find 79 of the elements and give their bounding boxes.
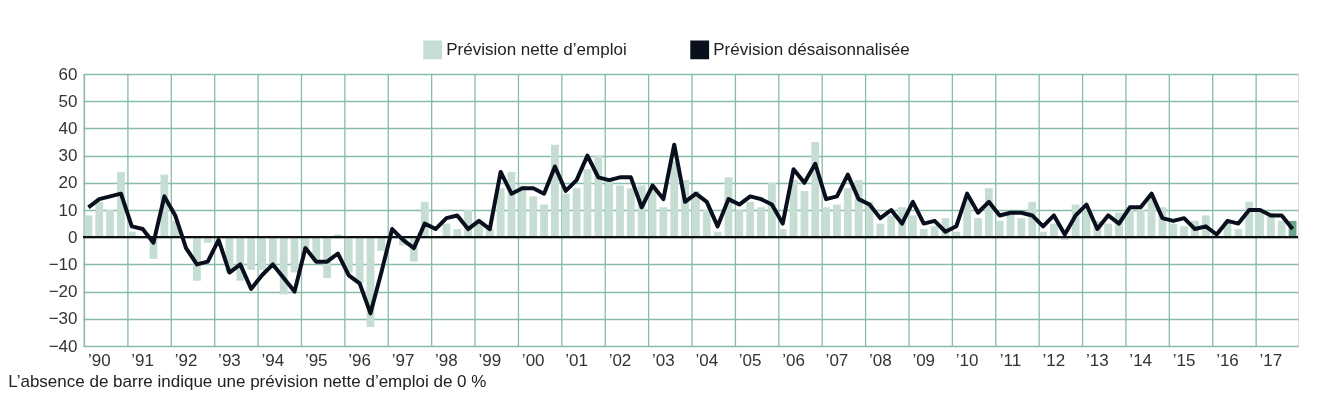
bar [605, 180, 614, 238]
bar [995, 220, 1004, 238]
legend-label: Prévision nette d’emploi [446, 39, 627, 59]
y-tick-label: 40 [58, 118, 78, 138]
x-tick-label: ’13 [1085, 350, 1109, 370]
bar [626, 188, 635, 238]
y-tick-label: −10 [48, 254, 78, 274]
x-tick-label: ’97 [391, 350, 415, 370]
bar [1169, 223, 1178, 238]
x-tick-label: ’08 [869, 350, 892, 370]
bar [735, 210, 744, 238]
y-tick-label: −40 [48, 336, 78, 356]
line-series [86, 142, 1295, 316]
legend-label: Prévision désaisonnalisée [713, 39, 910, 59]
text: L’absence de barre indique une prévision nette d’emploi de 0 % [8, 372, 487, 391]
bar [876, 223, 885, 238]
bar [1104, 223, 1113, 238]
x-tick-label: ’92 [174, 350, 198, 370]
y-tick-label: 10 [58, 200, 78, 220]
y-tick-label: −30 [48, 309, 78, 329]
bar [561, 193, 570, 238]
y-tick-label: 60 [58, 64, 78, 84]
x-tick-label: ’14 [1129, 350, 1153, 370]
bar [843, 188, 852, 238]
bar [95, 201, 104, 238]
bar [908, 215, 917, 238]
x-tick-label: ’02 [608, 350, 632, 370]
bar [594, 155, 603, 238]
x-tick-label: ’09 [912, 350, 936, 370]
bar [746, 201, 755, 238]
x-tick-label: ’15 [1172, 350, 1196, 370]
x-tick-label: ’90 [87, 350, 111, 370]
bar [822, 207, 831, 238]
x-tick-label: ’12 [1042, 350, 1066, 370]
bar [1017, 218, 1026, 238]
bar [540, 204, 548, 238]
bar [757, 207, 765, 238]
x-tick-label: ’06 [782, 350, 805, 370]
x-tick-label: ’05 [738, 350, 762, 370]
bar [659, 207, 668, 238]
x-tick-label: ’10 [955, 350, 979, 370]
bar [377, 237, 386, 251]
bar [670, 161, 679, 238]
bar [974, 218, 982, 238]
bar [1125, 210, 1134, 238]
y-tick-label: 50 [58, 91, 78, 111]
x-tick-label: ’95 [304, 350, 328, 370]
x-tick-label: ’93 [218, 350, 241, 370]
bar [355, 237, 364, 284]
bar [247, 237, 256, 270]
bar [529, 196, 538, 238]
x-tick-label: ’91 [131, 350, 155, 370]
x-tick-label: ’96 [348, 350, 371, 370]
x-tick-label: ’94 [261, 350, 285, 370]
x-tick-label: ’01 [565, 350, 588, 370]
x-tick-label: ’99 [478, 350, 502, 370]
x-tick-label: ’11 [999, 350, 1022, 370]
bar [1180, 226, 1188, 238]
x-tick-label: ’98 [435, 350, 458, 370]
bar [1136, 210, 1145, 238]
bar [1277, 220, 1286, 238]
x-tick-label: ’17 [1259, 350, 1283, 370]
bar [702, 210, 711, 238]
bar [268, 237, 277, 265]
x-tick-label: ’00 [521, 350, 545, 370]
bar [106, 210, 115, 238]
bar [616, 185, 624, 238]
x-tick-label: ’04 [695, 350, 719, 370]
x-tick-label: ’16 [1216, 350, 1239, 370]
y-tick-label: 30 [58, 146, 78, 166]
bar [258, 237, 266, 270]
x-tick-label: ’07 [825, 350, 849, 370]
bar [887, 215, 896, 238]
y-tick-label: −20 [48, 282, 78, 302]
bar [833, 204, 841, 238]
y-tick-label: 0 [68, 227, 78, 247]
y-tick-label: 20 [58, 173, 78, 193]
bar [496, 188, 505, 238]
x-tick-label: ’03 [652, 350, 675, 370]
